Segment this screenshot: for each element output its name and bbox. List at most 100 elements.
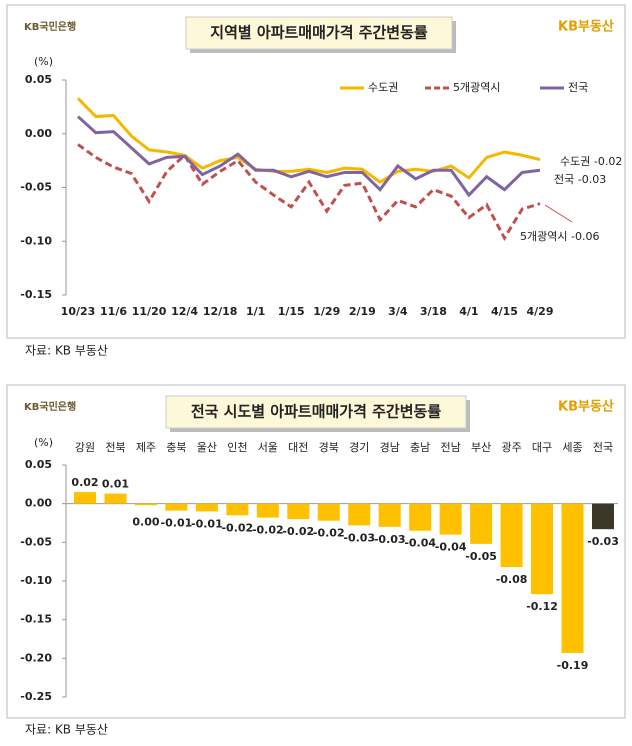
x-tick-label: 10/23: [61, 305, 96, 318]
x-tick-label: 12/4: [171, 305, 198, 318]
value-label: -0.12: [526, 600, 558, 613]
x-tick-label: 11/6: [100, 305, 127, 318]
x-tick-label: 경북: [319, 441, 339, 454]
value-label: -0.01: [191, 517, 223, 530]
bar: [317, 503, 340, 521]
bar: [287, 503, 310, 520]
x-tick-label: 1/1: [246, 305, 265, 318]
y-tick-label: 0.00: [25, 497, 52, 510]
y-tick-label: -0.05: [20, 535, 52, 548]
legend-label: 전국: [568, 81, 588, 94]
value-label: -0.02: [313, 527, 345, 540]
x-tick-label: 전북: [105, 441, 125, 454]
x-tick-label: 경기: [349, 441, 369, 454]
legend-label: 수도권: [368, 81, 398, 94]
bar: [348, 503, 371, 526]
x-tick-label: 인천: [227, 440, 247, 454]
bar: [592, 503, 614, 530]
y-unit: (%): [34, 55, 53, 68]
logo: KB부동산: [558, 399, 614, 415]
value-label: -0.04: [404, 537, 436, 550]
x-tick-label: 1/15: [278, 305, 305, 318]
value-label: -0.02: [221, 521, 253, 534]
value-label: -0.03: [587, 535, 619, 548]
x-tick-label: 광주: [501, 441, 521, 454]
x-tick-label: 1/29: [313, 305, 340, 318]
x-tick-label: 대구: [532, 441, 552, 454]
bar: [74, 492, 96, 504]
value-label: -0.02: [282, 525, 314, 538]
x-tick-label: 전국: [593, 441, 613, 454]
y-unit: (%): [34, 436, 53, 449]
value-label: 0.00: [132, 516, 159, 529]
logo: KB부동산: [558, 19, 614, 35]
value-label: -0.01: [161, 517, 193, 530]
bar: [195, 503, 218, 512]
bar: [104, 493, 127, 504]
x-tick-label: 대전: [288, 441, 308, 454]
annotation: 5개광역시 -0.06: [520, 230, 599, 243]
x-tick-label: 울산: [197, 441, 217, 454]
chart-title: 전국 시도별 아파트매매가격 주간변동률: [191, 403, 441, 421]
x-tick-label: 전남: [441, 441, 461, 454]
value-label: -0.05: [465, 550, 497, 563]
y-tick-label: 0.05: [25, 458, 52, 471]
x-tick-label: 경남: [380, 441, 400, 454]
title-box: [165, 395, 467, 429]
source-note: 자료: KB 부동산: [25, 344, 108, 358]
x-tick-label: 2/19: [349, 305, 376, 318]
value-label: 0.02: [71, 476, 98, 489]
annotation: 전국 -0.03: [554, 173, 606, 186]
x-tick-label: 4/29: [527, 305, 554, 318]
x-tick-label: 3/4: [388, 305, 408, 318]
series-line: [76, 97, 541, 184]
value-label: -0.19: [557, 659, 589, 672]
value-label: -0.02: [252, 524, 284, 537]
x-tick-label: 서울: [258, 441, 278, 454]
bar: [561, 503, 584, 653]
x-tick-label: 4/1: [459, 305, 478, 318]
x-tick-label: 충남: [410, 441, 430, 454]
y-tick-label: -0.15: [20, 288, 52, 301]
chart-title: 지역별 아파트매매가격 주간변동률: [210, 24, 428, 42]
bar: [165, 503, 188, 511]
x-tick-label: 세종: [562, 441, 582, 454]
x-tick-label: 충북: [166, 441, 186, 454]
x-tick-label: 제주: [136, 441, 156, 454]
y-tick-label: 0.05: [25, 73, 52, 86]
y-tick-label: -0.05: [20, 181, 52, 194]
bar: [256, 503, 279, 518]
logo: KB국민은행: [24, 20, 76, 33]
bar: [226, 503, 249, 516]
bar: [470, 503, 493, 544]
y-tick-label: -0.15: [20, 613, 52, 626]
bar: [409, 503, 432, 531]
bar: [500, 503, 523, 568]
title-box: [185, 16, 453, 50]
bar: [134, 503, 157, 506]
annotation: 수도권 -0.02: [560, 155, 622, 168]
legend-label: 5개광역시: [453, 81, 500, 94]
logo: KB국민은행: [24, 400, 76, 413]
bar: [378, 503, 401, 527]
x-tick-label: 부산: [471, 441, 491, 454]
leader: [544, 204, 573, 223]
bar: [439, 503, 462, 535]
y-tick-label: -0.25: [20, 690, 52, 703]
value-label: -0.03: [374, 533, 406, 546]
x-tick-label: 3/18: [420, 305, 447, 318]
value-label: -0.03: [343, 531, 375, 544]
x-tick-label: 11/20: [132, 305, 167, 318]
x-tick-label: 12/18: [203, 305, 238, 318]
y-tick-label: 0.00: [25, 127, 52, 140]
y-tick-label: -0.10: [20, 234, 52, 247]
x-tick-label: 강원: [75, 441, 95, 454]
source-note: 자료: KB 부동산: [25, 723, 108, 737]
series-line: [76, 115, 541, 198]
y-tick-label: -0.10: [20, 574, 52, 587]
y-tick-label: -0.20: [20, 651, 52, 664]
x-tick-label: 4/15: [491, 305, 518, 318]
value-label: 0.01: [102, 478, 129, 491]
series-line: [77, 143, 541, 242]
